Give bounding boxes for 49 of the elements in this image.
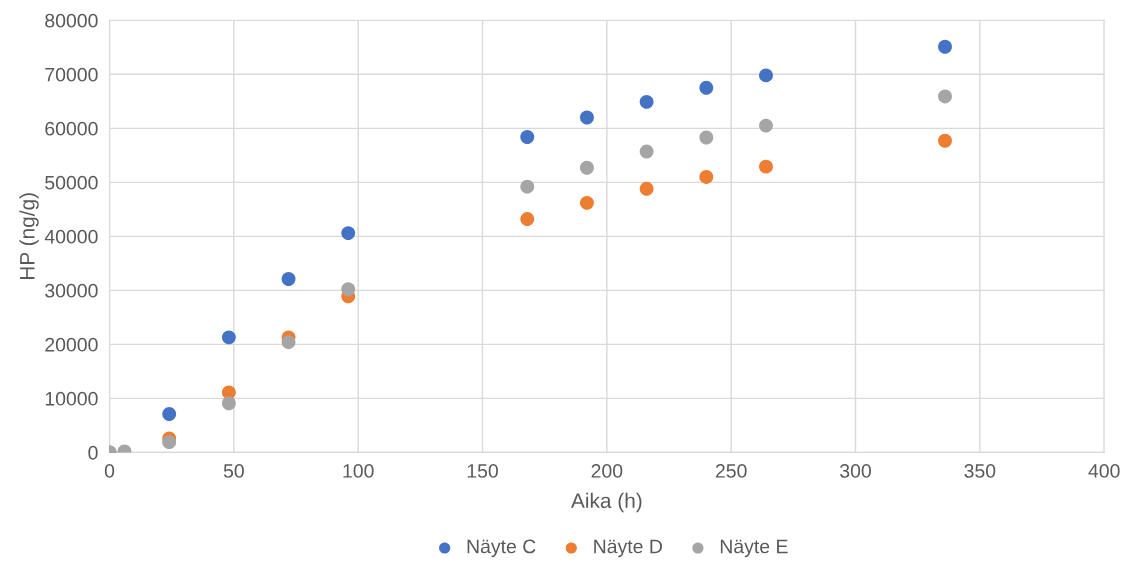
x-tick-label: 150 <box>467 464 498 478</box>
point <box>699 80 714 95</box>
point <box>580 110 594 125</box>
y-tick-label: 30000 <box>45 283 98 298</box>
point <box>759 159 773 174</box>
y-tick-label: 70000 <box>45 67 98 82</box>
point <box>699 169 714 184</box>
point <box>699 130 714 145</box>
y-tick-label: 40000 <box>44 229 98 244</box>
point <box>639 181 654 196</box>
point <box>341 282 356 297</box>
x-tick-label: 300 <box>840 464 871 478</box>
point <box>938 89 952 104</box>
y-tick-label: 60000 <box>45 121 98 136</box>
point <box>221 396 236 411</box>
y-tick-label: 10000 <box>45 391 98 406</box>
point <box>639 94 654 109</box>
point <box>520 179 535 194</box>
point <box>162 435 177 450</box>
x-tick-label: 0 <box>104 464 115 478</box>
point <box>221 330 236 345</box>
point <box>580 160 594 175</box>
x-axis-title: Aika (h) <box>570 492 642 513</box>
y-tick-label: 20000 <box>45 337 98 352</box>
y-tick-label: 50000 <box>45 175 98 190</box>
x-tick-label: 200 <box>591 464 623 478</box>
point <box>281 335 296 350</box>
y-tick-label: 80000 <box>45 13 98 28</box>
x-tick-label: 100 <box>343 464 374 478</box>
point <box>639 144 654 159</box>
point <box>341 226 356 241</box>
point <box>162 407 177 421</box>
point <box>759 68 773 83</box>
point <box>281 272 296 286</box>
point <box>938 39 952 54</box>
point <box>520 130 535 144</box>
legend-label: Näyte D <box>594 539 662 558</box>
y-tick-label: 0 <box>88 445 98 460</box>
y-axis-title: HP (ng/g) <box>19 193 39 280</box>
x-tick-label: 400 <box>1088 464 1120 478</box>
point <box>759 118 773 133</box>
legend-label: Näyte C <box>467 539 536 558</box>
point <box>580 195 594 210</box>
x-tick-label: 250 <box>715 464 747 478</box>
point <box>938 133 952 148</box>
x-tick-label: 50 <box>223 464 244 478</box>
legend-label: Näyte E <box>720 539 788 558</box>
point <box>520 212 535 227</box>
x-tick-label: 350 <box>964 464 996 478</box>
